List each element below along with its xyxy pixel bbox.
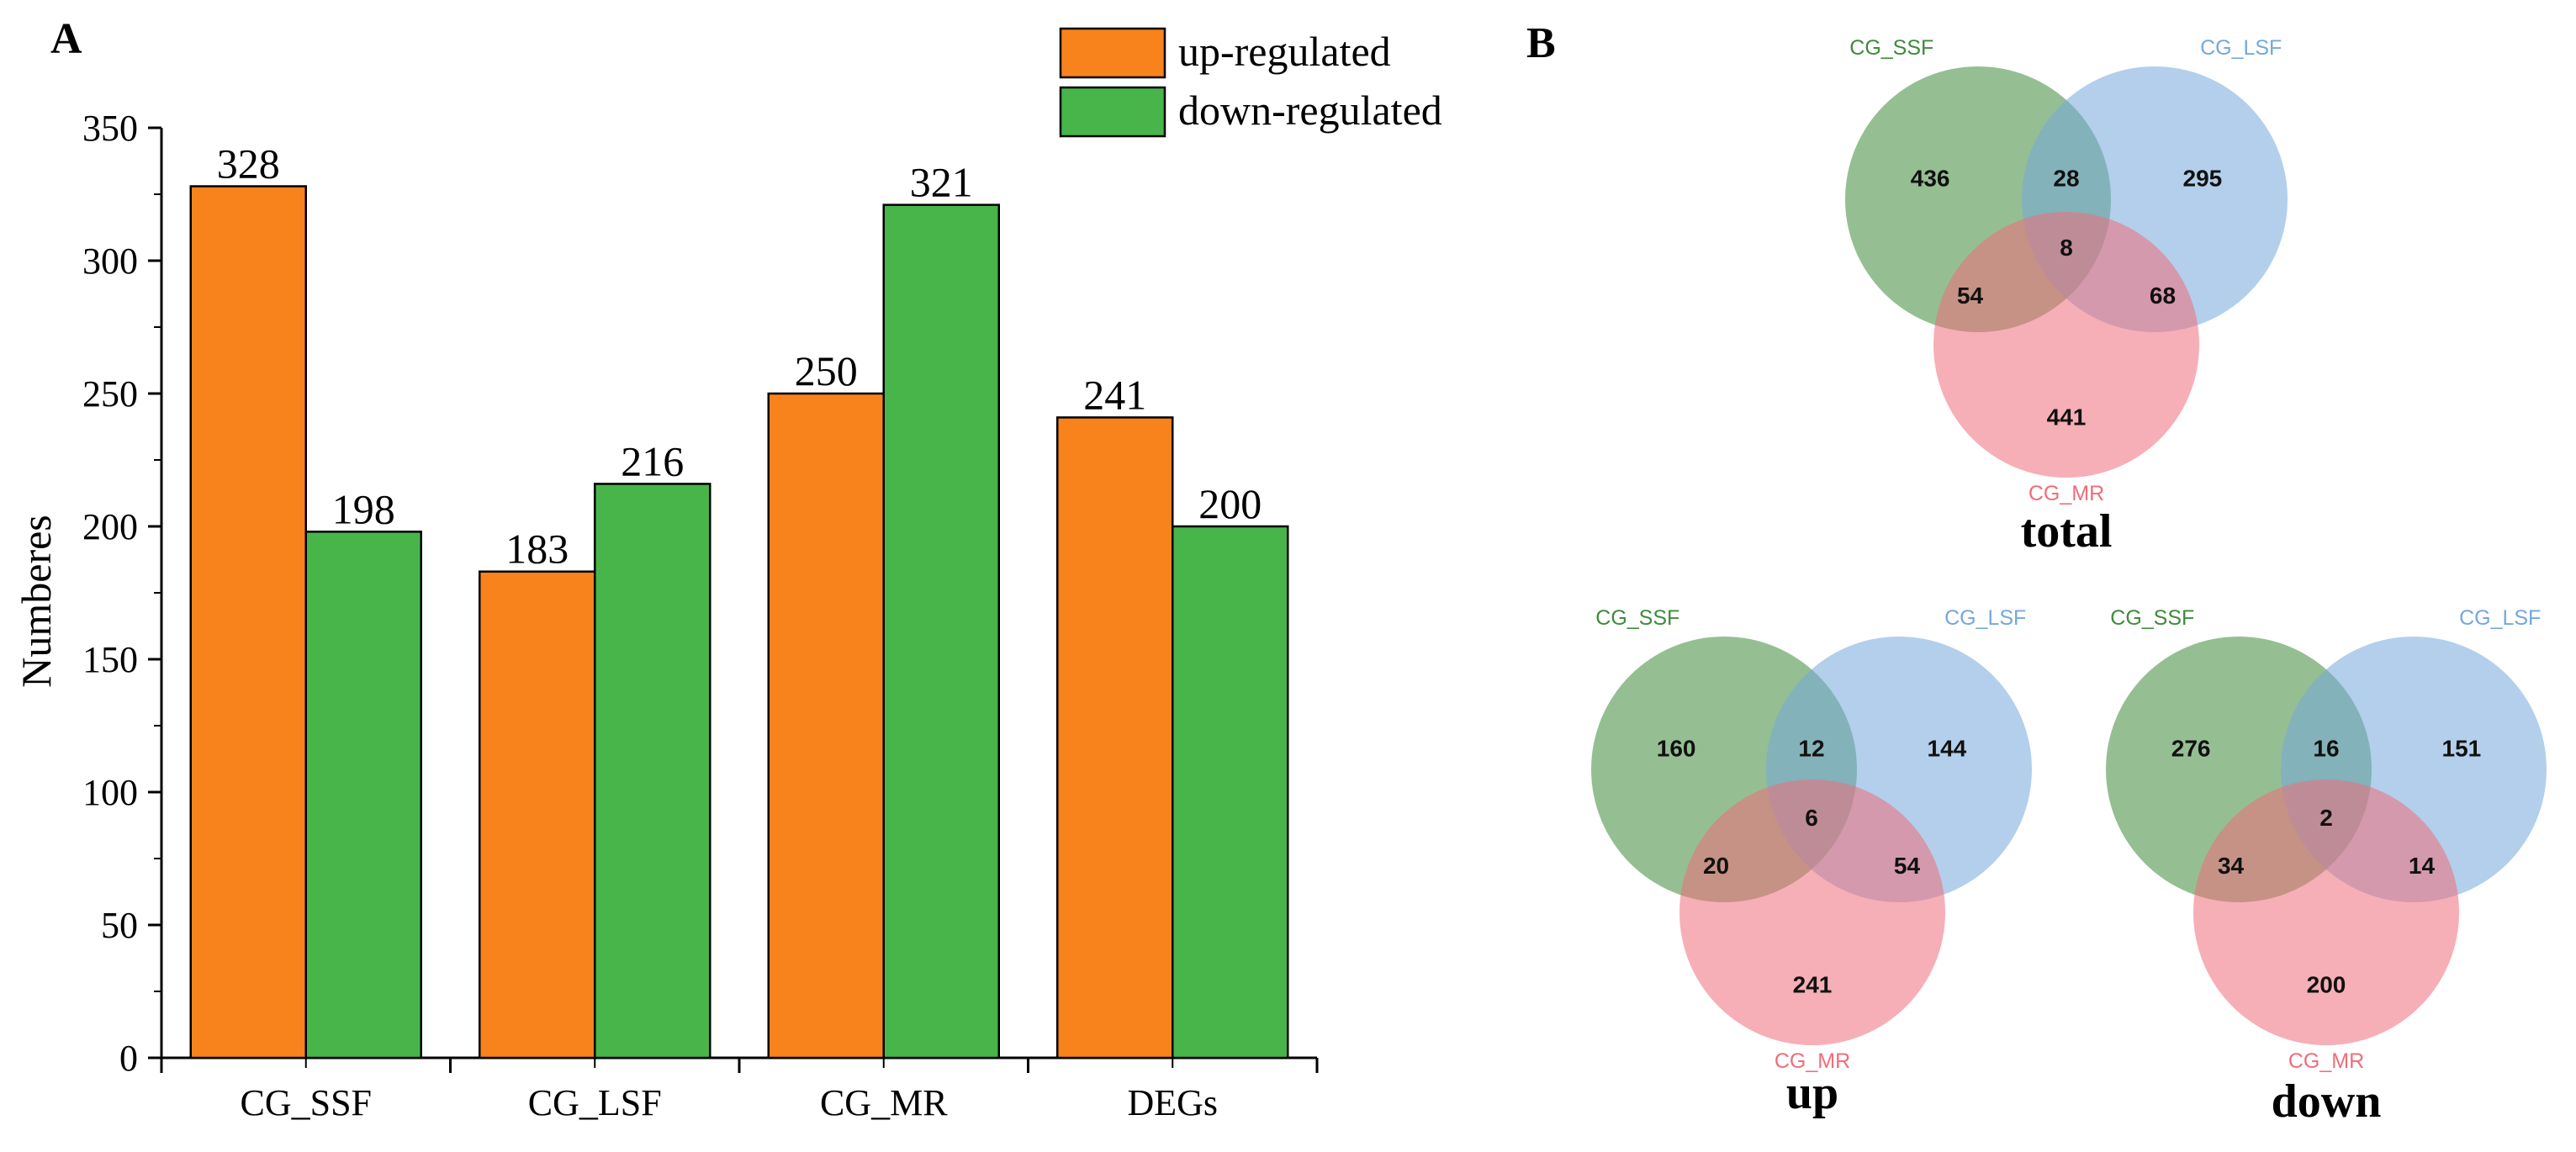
bar-down-regulated-CG_SSF [304,531,422,1060]
venn-set-label: CG_MR [2029,482,2104,505]
venn-count-ssf_mr: 34 [2218,853,2245,879]
x-tick-label: CG_MR [820,1082,948,1123]
venn-count-ssf_only: 160 [1657,736,1696,762]
venn-set-label: CG_SSF [2110,606,2194,630]
venn-circle-CG_MR [1933,212,2199,478]
venn-count-all: 2 [2319,805,2333,831]
bar-up-regulated-CG_LSF [479,570,596,1060]
venn-count-all: 8 [2060,235,2073,261]
venn-set-label: CG_LSF [1944,606,2026,630]
bar-value-label: 198 [332,485,395,532]
venn-down: CG_SSF CG_LSF CG_MR 276 16 151 2 34 14 200 down [2106,606,2547,1128]
bar-down-regulated-DEGs [1172,525,1289,1060]
panel-label-a: A [50,15,82,63]
bar-down-regulated-CG_MR [882,203,1000,1060]
bar-value-label: 250 [795,347,858,394]
y-tick-label: 100 [82,772,138,813]
venn-count-lsf_only: 144 [1928,736,1967,762]
bar-value-label: 200 [1198,480,1262,527]
venn-count-ssf_lsf: 16 [2313,736,2339,762]
venn-circle-CG_MR [2193,779,2459,1045]
venn-count-mr_only: 241 [1793,971,1833,997]
y-tick-label: 150 [82,639,138,680]
venn-set-label: CG_SSF [1849,36,1933,60]
venn-count-ssf_mr: 54 [1957,283,1984,309]
bar-value-label: 183 [505,526,569,573]
venn-count-lsf_mr: 54 [1894,853,1921,879]
venn-count-lsf_mr: 68 [2150,283,2176,309]
bar-up-regulated-CG_SSF [189,185,307,1060]
venn-total: CG_SSF CG_LSF CG_MR 436 28 295 8 54 68 441 total [1845,36,2288,558]
x-tick-label: CG_LSF [528,1082,662,1123]
y-tick-label: 0 [119,1038,138,1079]
legend-swatch-down-regulated [1059,86,1166,138]
venn-count-mr_only: 200 [2307,971,2346,997]
venn-count-lsf_only: 151 [2442,736,2482,762]
venn-count-ssf_lsf: 12 [1798,736,1824,762]
venn-set-label: CG_MR [2288,1049,2364,1073]
venn-set-label: CG_LSF [2459,606,2541,630]
legend-swatch-up-regulated [1059,27,1166,79]
venn-count-ssf_lsf: 28 [2053,166,2079,192]
venn-set-label: CG_LSF [2200,36,2282,60]
venn-count-lsf_only: 295 [2183,166,2223,192]
legend-label-down-regulated: down-regulated [1178,87,1442,134]
venn-count-all: 6 [1805,805,1818,831]
bar-value-label: 321 [910,159,973,206]
bar-value-label: 216 [621,437,684,484]
y-tick-label: 300 [82,240,138,282]
bar-up-regulated-DEGs [1056,416,1174,1060]
bar-chart: 0 50 100 150 200 250 300 350 Numberes CG_SSF 328 19… [13,27,1442,1123]
venn-count-ssf_only: 436 [1911,166,1950,192]
panel-label-b: B [1526,19,1556,67]
legend-label-up-regulated: up-regulated [1178,28,1391,75]
venn-title: up [1786,1067,1838,1119]
venn-set-label: CG_MR [1775,1049,1850,1073]
venn-title: down [2272,1075,2382,1128]
venn-title: total [2021,505,2113,558]
y-tick-label: 200 [82,506,138,547]
venn-count-lsf_mr: 14 [2409,853,2436,879]
y-axis-label: Numberes [13,515,60,688]
bar-value-label: 241 [1083,371,1146,418]
bar-value-label: 328 [217,140,280,188]
venn-set-label: CG_SSF [1595,606,1679,630]
venn-up: CG_SSF CG_LSF CG_MR 160 12 144 6 20 54 241 up [1591,606,2032,1119]
x-tick-label: DEGs [1127,1082,1218,1123]
y-tick-label: 50 [101,905,138,946]
venn-circle-CG_MR [1679,779,1945,1045]
y-tick-label: 250 [82,373,138,415]
x-tick-label: CG_SSF [240,1082,372,1123]
venn-count-ssf_mr: 20 [1703,853,1729,879]
bar-up-regulated-CG_MR [767,392,885,1060]
venn-count-ssf_only: 276 [2171,736,2211,762]
y-tick-label: 350 [82,108,138,149]
venn-count-mr_only: 441 [2047,404,2087,430]
bar-down-regulated-CG_LSF [594,483,711,1060]
